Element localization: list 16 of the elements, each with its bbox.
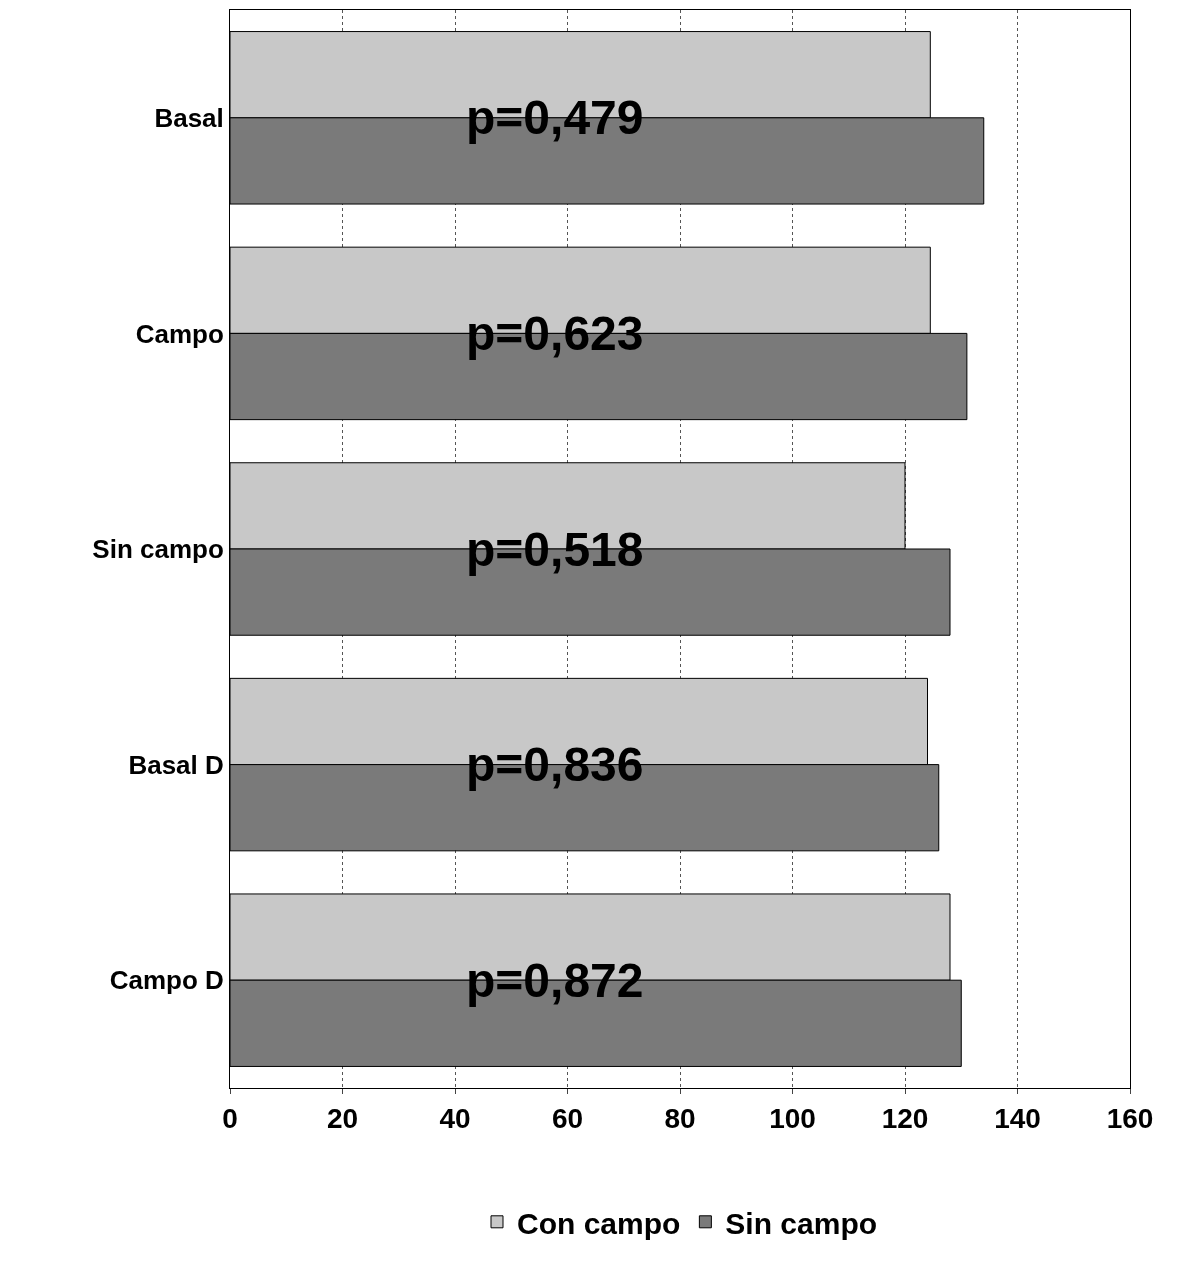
y-tick-label: Campo D <box>109 965 224 996</box>
x-tick-label: 140 <box>994 1102 1041 1134</box>
x-tick-label: 100 <box>769 1102 816 1134</box>
x-tick-label: 60 <box>551 1102 584 1134</box>
x-tick-label: 160 <box>1106 1102 1154 1134</box>
y-tick-label: Basal D <box>128 749 224 780</box>
y-tick-label: Campo <box>135 318 224 349</box>
legend-label: Sin campo <box>725 1206 878 1240</box>
x-tick-label: 0 <box>222 1102 238 1134</box>
y-tick-label: Basal <box>154 102 224 133</box>
x-tick-label: 120 <box>881 1102 929 1134</box>
legend-label: Con campo <box>517 1206 681 1240</box>
y-tick-label: Sin campo <box>92 534 224 565</box>
x-tick-label: 40 <box>439 1102 471 1134</box>
x-tick-label: 80 <box>664 1102 696 1134</box>
x-tick-label: 20 <box>326 1102 359 1134</box>
